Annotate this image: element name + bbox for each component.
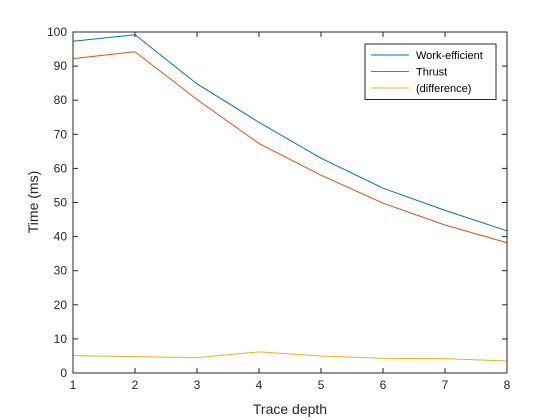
x-tick-label: 2 <box>132 378 139 392</box>
y-tick-label: 0 <box>60 366 67 380</box>
y-tick-label: 20 <box>54 298 68 312</box>
series-layer <box>72 34 508 362</box>
legend-label-2: Thrust <box>416 67 447 79</box>
y-axis-label: Time (ms) <box>25 171 41 233</box>
x-tick-label: 3 <box>194 378 201 392</box>
x-tick-label: 1 <box>70 378 77 392</box>
y-tick-label: 10 <box>54 332 68 346</box>
x-axis-label: Trace depth <box>253 401 327 417</box>
y-tick-label: 90 <box>54 59 68 73</box>
legend-label-1: Work-efficient <box>416 50 483 62</box>
x-tick-label: 7 <box>442 378 449 392</box>
x-tick-label: 4 <box>256 378 263 392</box>
y-tick-label: 100 <box>47 25 67 39</box>
x-tick-label: 6 <box>380 378 387 392</box>
x-tick-label: 8 <box>504 378 511 392</box>
y-tick-label: 70 <box>54 127 68 141</box>
series-line-3 <box>72 351 508 362</box>
series-line-1 <box>72 34 508 232</box>
legend-label-3: (difference) <box>416 83 471 95</box>
x-tick-label: 5 <box>318 378 325 392</box>
series-line-2 <box>72 51 508 244</box>
y-tick-label: 30 <box>54 264 68 278</box>
y-tick-label: 50 <box>54 196 68 210</box>
y-tick-label: 40 <box>54 230 68 244</box>
y-tick-label: 60 <box>54 161 68 175</box>
legend: Work-efficient Thrust (difference) <box>364 43 497 100</box>
y-tick-label: 80 <box>54 93 68 107</box>
